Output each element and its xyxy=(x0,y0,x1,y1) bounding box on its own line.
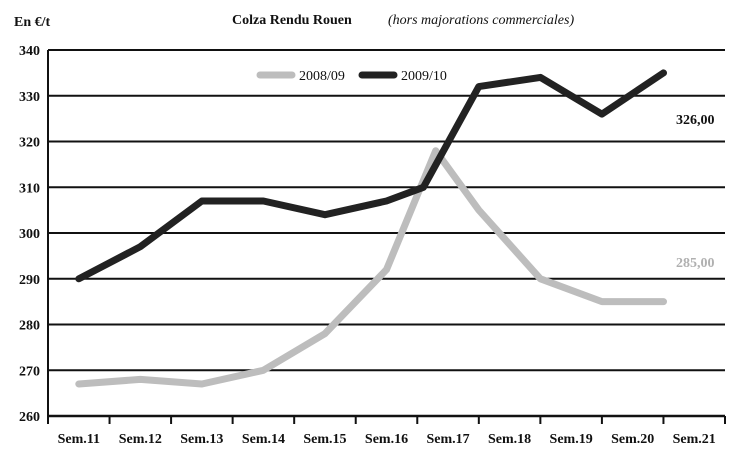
series-lines xyxy=(75,69,667,388)
series-end-label-2009-10: 326,00 xyxy=(676,113,715,128)
x-tick-label: Sem.13 xyxy=(180,432,223,447)
series-end-label-2008-09: 285,00 xyxy=(676,256,715,271)
y-tick-label: 330 xyxy=(19,90,40,105)
x-tick-label: Sem.14 xyxy=(242,432,285,447)
x-tick-label: Sem.15 xyxy=(303,432,346,447)
x-tick-label: Sem.12 xyxy=(119,432,162,447)
y-tick-label: 340 xyxy=(19,44,40,59)
y-tick-label: 290 xyxy=(19,273,40,288)
x-tick-label: Sem.21 xyxy=(673,432,716,447)
y-tick-label: 270 xyxy=(19,364,40,379)
series-line-2009-10 xyxy=(75,69,667,283)
x-tick-label: Sem.18 xyxy=(488,432,531,447)
legend-label-2009-10: 2009/10 xyxy=(401,69,447,84)
legend-label-2008-09: 2008/09 xyxy=(299,69,345,84)
series-line-2008-09 xyxy=(75,147,667,388)
y-tick-label: 260 xyxy=(19,410,40,425)
y-tick-label: 310 xyxy=(19,181,40,196)
x-tick-label: Sem.17 xyxy=(426,432,469,447)
chart-subtitle: (hors majorations commerciales) xyxy=(388,13,574,28)
x-tick-label: Sem.19 xyxy=(550,432,593,447)
grid-lines xyxy=(47,49,726,424)
x-tick-labels: Sem.11 Sem.12 Sem.13 Sem.14 Sem.15 Sem.16 Sem.… xyxy=(58,432,716,447)
y-tick-label: 300 xyxy=(19,227,40,242)
y-tick-label: 320 xyxy=(19,136,40,151)
legend: 2008/09 2009/10 xyxy=(252,62,462,88)
chart-title: Colza Rendu Rouen xyxy=(232,13,352,28)
x-tick-label: Sem.11 xyxy=(58,432,100,447)
x-tick-label: Sem.20 xyxy=(611,432,654,447)
x-tick-label: Sem.16 xyxy=(365,432,408,447)
y-tick-labels: 260 270 280 290 300 310 320 330 340 xyxy=(19,44,40,425)
y-tick-label: 280 xyxy=(19,319,40,334)
y-axis-label: En €/t xyxy=(14,15,51,30)
